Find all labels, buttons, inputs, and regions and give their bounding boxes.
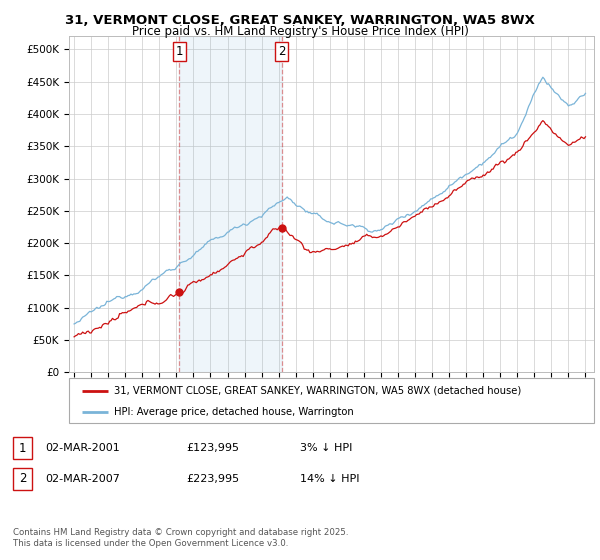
Text: 2: 2 [19,472,26,486]
Text: Price paid vs. HM Land Registry's House Price Index (HPI): Price paid vs. HM Land Registry's House … [131,25,469,38]
Text: 31, VERMONT CLOSE, GREAT SANKEY, WARRINGTON, WA5 8WX (detached house): 31, VERMONT CLOSE, GREAT SANKEY, WARRING… [113,385,521,395]
Text: 02-MAR-2007: 02-MAR-2007 [45,474,120,484]
Text: 02-MAR-2001: 02-MAR-2001 [45,443,120,453]
Text: Contains HM Land Registry data © Crown copyright and database right 2025.
This d: Contains HM Land Registry data © Crown c… [13,528,349,548]
Text: 14% ↓ HPI: 14% ↓ HPI [300,474,359,484]
Text: 31, VERMONT CLOSE, GREAT SANKEY, WARRINGTON, WA5 8WX: 31, VERMONT CLOSE, GREAT SANKEY, WARRING… [65,14,535,27]
Bar [179,36,281,372]
Text: £223,995: £223,995 [186,474,239,484]
Text: 2: 2 [278,45,286,58]
Text: 1: 1 [176,45,183,58]
Text: 3% ↓ HPI: 3% ↓ HPI [300,443,352,453]
Text: £123,995: £123,995 [186,443,239,453]
Text: HPI: Average price, detached house, Warrington: HPI: Average price, detached house, Warr… [113,407,353,417]
Text: 1: 1 [19,441,26,455]
FancyBboxPatch shape [69,378,594,423]
